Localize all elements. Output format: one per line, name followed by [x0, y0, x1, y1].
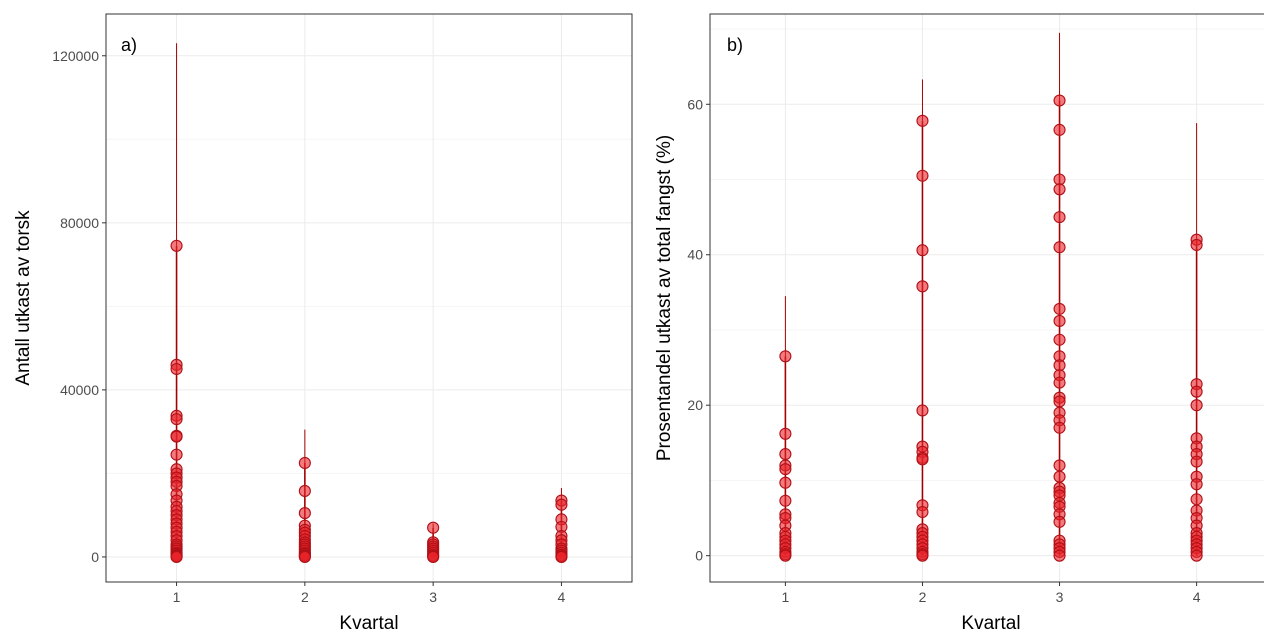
data-point	[555, 550, 568, 563]
panel-a-grid	[106, 14, 632, 582]
panel-a-tag: a)	[121, 35, 137, 55]
data-point	[779, 350, 792, 363]
panel-a-background	[106, 14, 632, 582]
data-point	[298, 456, 311, 470]
x-tick-label: 4	[1193, 589, 1201, 605]
data-point	[170, 413, 183, 426]
data-point	[1190, 399, 1203, 412]
data-point	[916, 453, 929, 466]
panel-a: 1 2 3 4 0 40000 80000 120000 a) Kvartal Antall…	[13, 13, 633, 633]
data-point	[170, 550, 183, 563]
data-point	[779, 476, 792, 489]
y-tick-label: 0	[91, 549, 99, 565]
y-tick-label: 0	[695, 548, 703, 564]
data-point	[1053, 183, 1066, 196]
y-tick-label: 40000	[60, 382, 99, 398]
data-point	[1190, 478, 1203, 491]
panel-a-y-tick-labels: 0 40000 80000 120000	[52, 48, 106, 565]
panel-b-marks	[779, 32, 1203, 562]
data-point	[1053, 549, 1066, 562]
y-tick-label: 40	[687, 247, 703, 263]
data-point	[1190, 455, 1203, 468]
data-point	[1053, 333, 1066, 346]
data-point	[170, 430, 183, 443]
data-point	[779, 427, 792, 440]
data-point	[916, 549, 929, 562]
data-point	[1053, 470, 1066, 483]
panel-b-tag: b)	[727, 35, 743, 55]
data-point	[1053, 314, 1066, 327]
panel-a-y-axis-title: Antall utkast av torsk	[13, 210, 34, 386]
data-point	[916, 169, 929, 182]
data-point	[298, 484, 311, 498]
y-tick-label: 80000	[60, 215, 99, 231]
data-point	[779, 549, 792, 562]
data-point	[1053, 94, 1066, 107]
x-tick-label: 3	[1056, 589, 1064, 605]
panel-b-background	[710, 14, 1264, 582]
panel-b-x-tick-labels: 1 2 3 4	[781, 582, 1201, 605]
y-tick-label: 20	[687, 397, 703, 413]
x-tick-label: 1	[781, 589, 789, 605]
data-point	[1053, 395, 1066, 408]
data-point	[1190, 549, 1203, 562]
data-point	[170, 362, 183, 376]
panel-a-marks	[170, 43, 568, 563]
data-point	[1053, 515, 1066, 528]
data-point	[170, 448, 183, 461]
data-point	[555, 498, 568, 511]
data-point	[1053, 421, 1066, 434]
x-tick-label: 1	[173, 589, 181, 605]
x-tick-label: 2	[919, 589, 927, 605]
panel-b-y-axis-title: Prosentandel utkast av total fangst (%)	[654, 135, 675, 461]
panel-b: 1 2 3 4 0 20 40 60 b) Kvartal Prosentandel utk…	[654, 13, 1264, 633]
data-point	[916, 404, 929, 417]
data-point	[779, 448, 792, 461]
panel-a-x-tick-labels: 1 2 3 4	[173, 582, 566, 605]
panel-b-x-axis-title: Kvartal	[961, 613, 1020, 633]
y-tick-label: 60	[687, 96, 703, 112]
data-point	[1053, 123, 1066, 136]
data-point	[427, 550, 440, 563]
data-point	[916, 280, 929, 293]
data-point	[779, 463, 792, 476]
data-point	[916, 244, 929, 257]
data-point	[298, 550, 311, 563]
data-point	[427, 521, 440, 534]
data-point	[1053, 211, 1066, 224]
panel-b-border	[709, 13, 1264, 583]
data-point	[916, 114, 929, 127]
panel-a-x-axis-title: Kvartal	[339, 613, 398, 633]
y-tick-label: 120000	[52, 48, 99, 64]
data-point	[1190, 493, 1203, 506]
panel-b-y-tick-labels: 0 20 40 60	[687, 96, 710, 564]
data-point	[1053, 459, 1066, 472]
data-point	[298, 507, 311, 520]
x-tick-label: 4	[558, 589, 566, 605]
data-point	[1053, 241, 1066, 254]
x-tick-label: 2	[301, 589, 309, 605]
panel-a-border	[105, 13, 633, 583]
data-point	[1053, 376, 1066, 389]
data-point	[170, 239, 183, 252]
data-point	[916, 505, 929, 519]
data-point	[1190, 385, 1203, 398]
data-point	[779, 494, 792, 507]
data-point	[1053, 302, 1066, 315]
data-point	[1190, 238, 1203, 252]
x-tick-label: 3	[429, 589, 437, 605]
